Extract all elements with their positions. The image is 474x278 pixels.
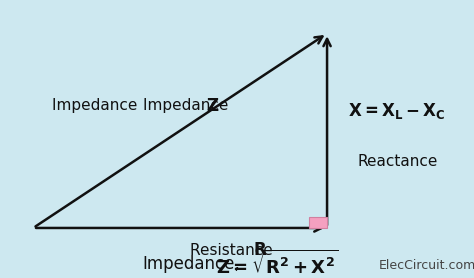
Text: ElecCircuit.com: ElecCircuit.com [379,259,474,272]
Text: Impedance: Impedance [52,98,142,113]
Text: Z: Z [206,97,219,115]
Text: Impedance: Impedance [143,98,233,113]
Text: R: R [254,241,266,259]
Text: Impedance,: Impedance, [142,255,240,273]
Bar [309,217,327,228]
Text: Resistance: Resistance [190,243,277,258]
Text: $\mathbf{X = X_L - X_C}$: $\mathbf{X = X_L - X_C}$ [348,101,446,121]
Text: Impedance ​: Impedance ​ [52,98,142,113]
Text: Reactance: Reactance [358,154,438,169]
Text: $\mathbf{Z = \sqrt{R^2 + X^2}}$: $\mathbf{Z = \sqrt{R^2 + X^2}}$ [216,250,338,278]
